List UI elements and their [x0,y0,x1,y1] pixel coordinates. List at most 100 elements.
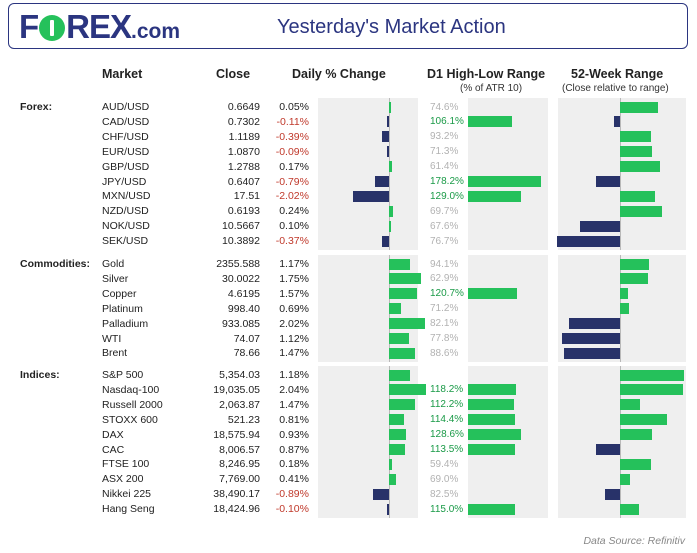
panel-daily-group-0 [318,98,418,250]
close-value: 998.40 [227,302,260,315]
atr-range-bar [468,101,499,113]
wk52-range-bar [620,288,628,300]
atr-range-label: 71.2% [430,303,459,315]
col-header-52wk-range: 52-Week Range [571,67,664,81]
atr-range-label: 69.0% [430,473,459,485]
market-name: AUD/USD [102,101,150,113]
wk52-range-bar [595,444,620,455]
panel-daily-group-1 [318,255,418,363]
daily-change-bar [387,116,389,128]
close-value: 1.2788 [227,160,260,173]
daily-change-value: 0.81% [279,413,309,426]
daily-change-value: 1.75% [279,272,309,285]
wk52-range-bar [579,220,620,232]
atr-range-bar [468,146,498,158]
market-name: CAD/USD [102,115,150,128]
atr-range-bar [468,288,518,300]
data-source-note: Data Source: Refinitiv [583,535,685,547]
daily-change-value: 1.18% [279,369,309,381]
wk52-range-bar [620,429,652,441]
atr-range-bar [468,131,507,143]
atr-range-bar [468,399,514,411]
atr-range-label: 93.2% [430,131,459,143]
daily-change-bar [389,205,394,217]
panel-wk-group-0 [558,98,686,250]
close-value: 74.07 [233,332,260,345]
atr-range-label: 112.2% [430,399,464,411]
atr-range-bar [468,205,497,217]
atr-range-label: 115.0% [430,503,464,515]
daily-zero-axis [389,98,390,250]
daily-change-bar [389,101,391,113]
daily-change-bar [387,503,389,515]
atr-range-bar [468,503,516,515]
daily-change-value: 2.02% [279,317,309,330]
daily-change-bar [374,176,389,187]
daily-change-value: 1.47% [279,347,309,360]
daily-change-value: -2.02% [275,190,309,203]
close-value: 78.66 [233,347,260,360]
header-banner: F REX.com Yesterday's Market Action [8,3,688,49]
close-value: 30.0022 [222,272,260,285]
daily-change-bar [389,333,410,344]
close-value: 521.23 [227,413,260,426]
wk52-range-bar [620,414,667,426]
market-name: STOXX 600 [102,413,158,426]
market-name: Nikkei 225 [102,488,152,501]
daily-change-value: 2.04% [279,383,309,396]
atr-range-label: 88.6% [430,347,459,359]
atr-range-label: 67.6% [430,220,459,232]
daily-change-value: 0.10% [279,220,309,233]
atr-range-label: 114.4% [430,414,464,426]
close-value: 933.085 [222,317,260,330]
close-value: 18,575.94 [213,428,260,441]
daily-change-bar [389,369,411,381]
daily-change-value: 1.12% [279,332,309,345]
daily-change-value: -0.11% [276,115,310,128]
daily-change-value: 0.17% [279,160,309,173]
market-name: EUR/USD [102,145,150,158]
atr-range-bar [468,116,512,128]
daily-change-bar [389,429,406,441]
market-name: FTSE 100 [102,458,150,471]
close-value: 19,035.05 [213,383,260,396]
daily-change-bar [389,220,391,232]
market-name: MXN/USD [102,190,151,203]
daily-change-bar [389,303,402,315]
daily-change-bar [389,318,426,330]
atr-range-bar [468,347,505,359]
close-value: 0.6193 [227,205,260,218]
wk52-zero-axis [620,366,621,518]
close-value: 0.6649 [227,101,260,113]
atr-range-label: 94.1% [430,258,459,270]
atr-range-bar [468,414,515,426]
daily-change-bar [389,414,404,426]
atr-range-bar [468,429,521,441]
daily-change-value: -0.89% [275,488,309,501]
market-name: Platinum [102,302,143,315]
market-name: NOK/USD [102,220,150,233]
atr-range-label: 113.5% [430,444,464,455]
wk52-range-bar [563,347,620,359]
daily-change-bar [389,399,416,411]
daily-change-bar [389,273,421,285]
atr-range-label: 129.0% [430,190,464,202]
wk52-range-bar [613,116,620,128]
atr-range-label: 120.7% [430,288,464,300]
market-name: Palladium [102,317,149,330]
close-value: 2355.588 [216,258,260,270]
col-header-close: Close [216,67,251,81]
close-value: 4.6195 [227,287,260,300]
market-name: WTI [102,332,122,345]
atr-range-label: 71.3% [430,146,459,158]
daily-change-bar [352,190,389,202]
close-value: 0.7302 [227,115,260,128]
atr-range-bar [468,190,521,202]
atr-range-label: 118.2% [430,384,464,396]
wk52-range-bar [620,303,629,315]
wk52-range-bar [620,190,656,202]
col-subheader-52wk-range: (Close relative to range) [562,83,669,94]
atr-range-label: 82.1% [430,318,459,330]
atr-range-bar [468,176,542,187]
atr-range-bar [468,488,502,500]
